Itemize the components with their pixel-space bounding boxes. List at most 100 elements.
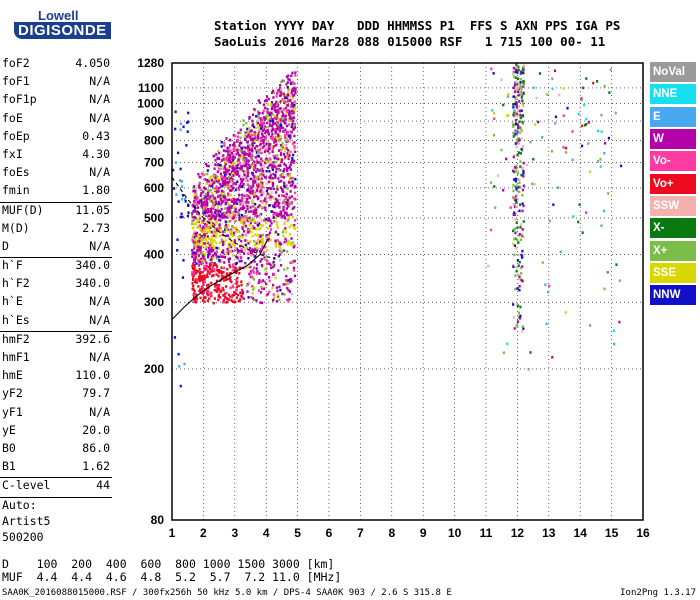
echo-dot: [247, 194, 250, 198]
echo-dot: [516, 71, 519, 74]
echo-dot: [246, 171, 250, 175]
echo-dot: [245, 179, 248, 183]
echo-dot: [183, 362, 186, 366]
echo-dot: [237, 212, 240, 215]
echo-dot: [292, 124, 296, 128]
echo-dot: [286, 104, 290, 107]
echo-dot: [600, 113, 603, 117]
echo-dot: [262, 135, 265, 138]
echo-dot: [211, 197, 214, 200]
echo-dot: [515, 265, 518, 269]
echo-dot: [267, 180, 270, 184]
echo-dot: [264, 148, 267, 151]
echo-dot: [251, 164, 254, 168]
echo-dot: [268, 151, 271, 155]
echo-dot: [275, 160, 278, 164]
echo-dot: [286, 149, 290, 152]
echo-dot: [176, 249, 179, 252]
echo-dot: [269, 187, 273, 191]
echo-dot: [272, 273, 275, 277]
echo-dot: [512, 242, 515, 246]
echo-dot: [229, 286, 232, 290]
echo-dot: [248, 152, 251, 156]
echo-dot: [588, 170, 592, 174]
echo-dot: [520, 109, 523, 113]
echo-dot: [195, 262, 198, 265]
echo-dot: [282, 228, 285, 232]
echo-dot: [253, 146, 257, 150]
echo-dot: [237, 158, 240, 162]
echo-dot: [205, 182, 208, 185]
echo-dot: [243, 215, 246, 218]
echo-dot: [519, 77, 522, 81]
echo-dot: [191, 264, 194, 268]
echo-dot: [518, 109, 522, 113]
echo-dot: [173, 336, 177, 339]
profile-trace-1: [171, 238, 269, 320]
echo-dot: [284, 201, 287, 204]
x-tick-label: 8: [388, 526, 395, 540]
x-tick-labels: 1 2 3 4 5 6 7 8 9 10 11 12 13 14 15 16: [169, 526, 650, 540]
echo-dot: [221, 243, 225, 247]
echo-dot: [533, 182, 536, 186]
echo-dot: [279, 135, 282, 138]
echo-dot: [261, 121, 264, 125]
echo-dot: [271, 166, 274, 169]
echo-dot: [242, 123, 245, 127]
echo-dot: [207, 253, 210, 257]
echo-dot: [257, 196, 260, 199]
echo-dot: [266, 128, 269, 132]
echo-dot: [291, 71, 294, 75]
echo-dot: [204, 206, 207, 210]
echo-dot: [256, 168, 259, 171]
echo-dot: [197, 257, 200, 260]
echo-dot: [285, 211, 288, 215]
echo-dot: [521, 166, 525, 170]
echo-dot: [274, 128, 277, 132]
echo-dot: [266, 146, 269, 150]
echo-dot: [237, 186, 240, 190]
echo-dot: [258, 128, 261, 132]
echo-dot: [285, 75, 289, 79]
echo-dot: [282, 214, 285, 218]
echo-dot: [263, 206, 266, 209]
y-tick-label: 1100: [138, 81, 164, 95]
echo-dot: [201, 228, 204, 232]
echo-dot: [519, 165, 522, 168]
echo-dot: [226, 167, 230, 171]
echo-dot: [512, 95, 515, 99]
echo-dot: [493, 185, 496, 188]
echo-dot: [220, 177, 223, 181]
echo-dot: [278, 87, 282, 90]
echo-dot: [578, 203, 581, 207]
echo-dot: [261, 237, 264, 241]
echo-dot: [219, 296, 222, 299]
echo-dot: [515, 106, 519, 109]
echo-dot: [217, 190, 220, 193]
echo-dot: [502, 351, 505, 355]
echo-dot: [231, 285, 234, 289]
file-info-footer: SAA0K_2016088015000.RSF / 300fx256h 50 k…: [2, 588, 452, 598]
echo-dot: [216, 206, 220, 209]
param-value: N/A: [89, 74, 110, 89]
echo-dot: [512, 211, 516, 215]
echo-dot: [209, 182, 212, 186]
echo-dot: [244, 170, 247, 174]
echo-dot: [205, 205, 208, 209]
echo-dot: [228, 245, 231, 249]
echo-dot: [210, 281, 213, 285]
echo-dot: [231, 268, 234, 272]
echo-dot: [279, 118, 282, 121]
echo-dot: [229, 177, 232, 181]
echo-dot: [215, 235, 218, 239]
echo-dot: [191, 282, 194, 285]
echo-dot: [512, 202, 515, 206]
echo-dot: [519, 116, 522, 120]
echo-dot: [273, 257, 276, 260]
echo-dot: [273, 202, 277, 205]
param-value: 340.0: [75, 258, 110, 273]
echo-dot: [255, 177, 259, 181]
echo-dot: [241, 227, 244, 231]
echo-dot: [294, 177, 297, 181]
echo-dot: [276, 117, 280, 120]
